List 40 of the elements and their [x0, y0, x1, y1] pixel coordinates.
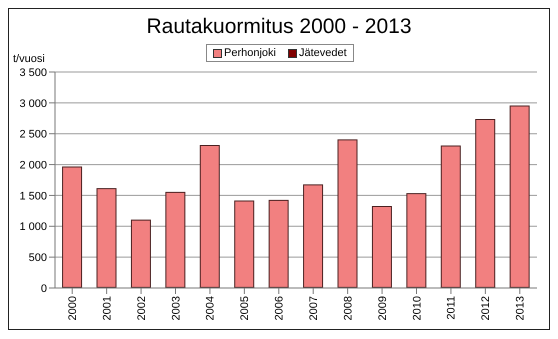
bar [475, 119, 496, 288]
y-tick-label: 2 500 [19, 128, 47, 141]
x-tick-label: 2012 [480, 296, 492, 320]
bar [510, 105, 530, 288]
bar [165, 192, 186, 288]
y-tick-label: 2 000 [19, 159, 47, 172]
x-tick-label: 2009 [376, 296, 389, 320]
y-tick-label: 1 000 [19, 221, 47, 234]
bar [62, 166, 82, 288]
y-tick-label: 3 000 [19, 98, 47, 110]
x-tick-label: 2002 [136, 296, 148, 320]
legend-label: Jätevedet [298, 47, 347, 59]
bar [440, 146, 461, 288]
x-tick-label: 2011 [446, 296, 458, 320]
x-tick-label: 2003 [170, 296, 182, 320]
bar [234, 200, 254, 288]
bar [372, 206, 392, 288]
x-tick-label: 2000 [67, 296, 80, 320]
x-tick-label: 2008 [342, 296, 354, 320]
x-tick-label: 2007 [308, 296, 320, 320]
bar [303, 184, 324, 288]
x-tick-label: 2001 [101, 296, 114, 320]
bar [96, 188, 117, 288]
bar [338, 139, 358, 288]
x-tick-label: 2005 [239, 296, 252, 320]
y-tick-label: 1 500 [19, 190, 47, 202]
bar [130, 220, 151, 288]
bar [200, 144, 220, 288]
y-axis-title: t/vuosi [13, 53, 45, 65]
y-tick-label: 0 [40, 282, 47, 295]
x-tick-label: 2010 [411, 296, 424, 320]
x-tick-label: 2006 [274, 296, 286, 320]
y-tick-label: 500 [28, 252, 47, 264]
y-tick-label: 3 500 [19, 66, 47, 79]
bar [268, 200, 289, 288]
x-tick-label: 2013 [514, 296, 527, 320]
chart-title: Rautakuormitus 2000 - 2013 [146, 15, 412, 39]
bar [406, 193, 426, 288]
x-tick-label: 2004 [204, 296, 217, 320]
legend-label: Perhonjoki [223, 47, 276, 59]
